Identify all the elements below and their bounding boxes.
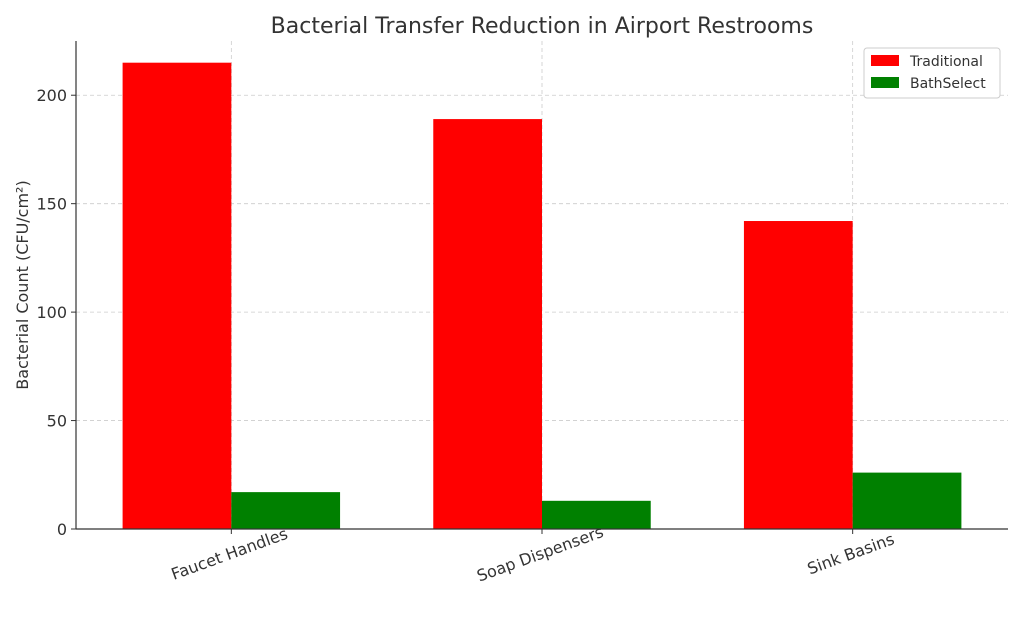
legend-label: Traditional	[909, 54, 983, 70]
chart-title: Bacterial Transfer Reduction in Airport …	[271, 14, 814, 39]
y-tick-label: 200	[36, 86, 67, 105]
y-tick-label: 150	[36, 195, 67, 214]
bar-traditional-sink-basins	[743, 221, 853, 530]
category-label: Soap Dispensers	[474, 522, 606, 585]
bar-bathselect-faucet-handles	[231, 492, 341, 529]
legend-swatch	[871, 55, 899, 66]
category-labels: Faucet Handles Soap Dispensers Sink Basins	[169, 522, 897, 585]
bar-bathselect-sink-basins	[852, 472, 962, 529]
y-tick-label: 100	[36, 303, 67, 322]
legend-swatch	[871, 77, 899, 88]
category-label: Faucet Handles	[169, 524, 291, 584]
bar-bathselect-soap-dispensers	[542, 500, 651, 529]
legend-label: BathSelect	[910, 76, 986, 92]
bar-traditional-soap-dispensers	[433, 119, 542, 529]
bar-traditional-faucet-handles	[122, 62, 232, 529]
category-label: Sink Basins	[805, 529, 897, 578]
y-tick-label: 0	[57, 520, 67, 539]
y-axis-title: Bacterial Count (CFU/cm²)	[13, 180, 32, 389]
bars	[122, 62, 962, 530]
legend: Traditional BathSelect	[863, 47, 1001, 99]
y-ticks: 0 50 100 150 200	[36, 86, 76, 539]
y-tick-label: 50	[47, 412, 67, 431]
